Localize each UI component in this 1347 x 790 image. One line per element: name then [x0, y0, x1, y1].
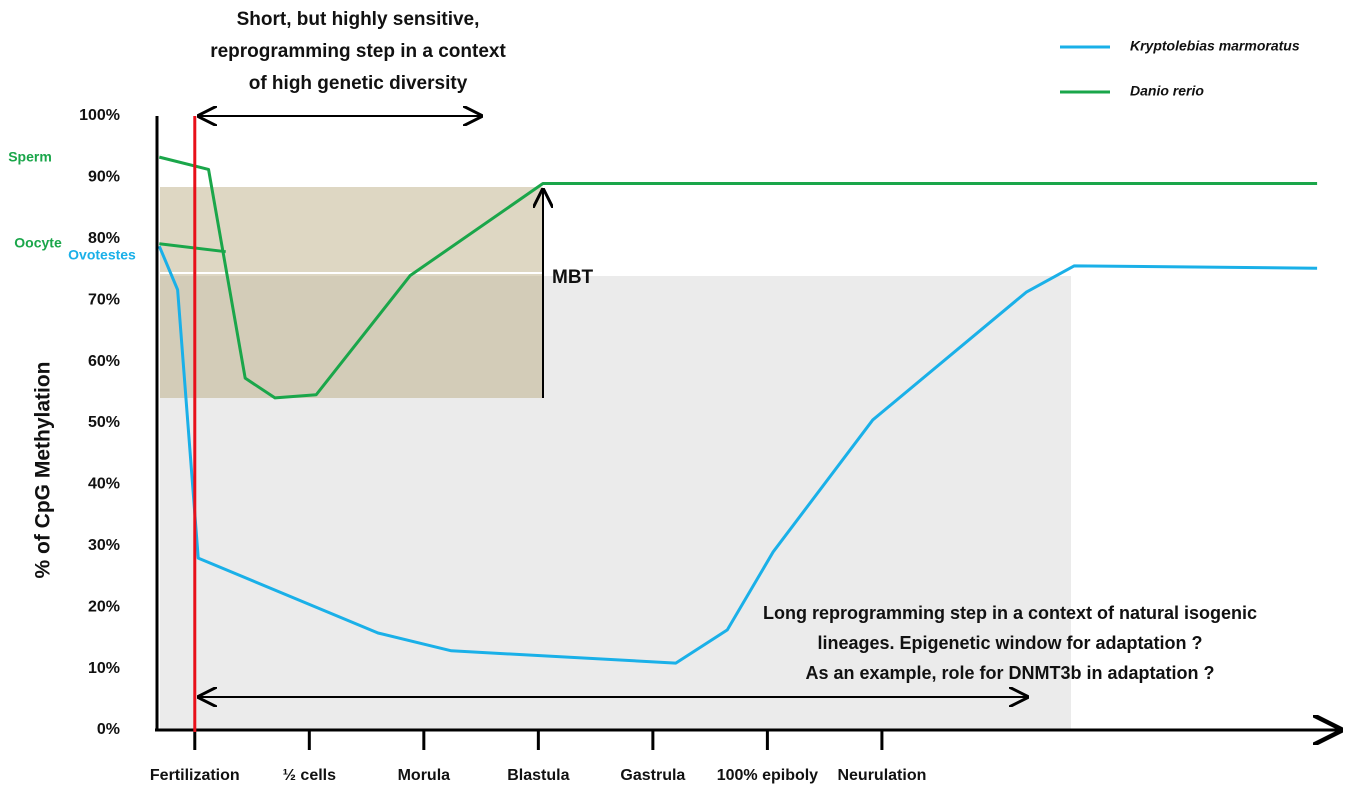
y-tick-label: 0% — [97, 721, 120, 738]
note-line: Long reprogramming step in a context of … — [763, 603, 1257, 623]
x-tick-label: Blastula — [507, 767, 569, 784]
y-tick-label: 30% — [88, 537, 120, 554]
series-line — [158, 155, 1318, 400]
note-line: As an example, role for DNMT3b in adapta… — [805, 663, 1214, 683]
legend-label: Kryptolebias marmoratus — [1130, 38, 1300, 54]
y-tick-label: 100% — [79, 107, 120, 124]
ovotestes-label: Ovotestes — [68, 247, 136, 263]
x-tick-label: Morula — [398, 767, 451, 784]
title-line: Short, but highly sensitive, — [237, 9, 480, 30]
legend-label: Danio rerio — [1130, 83, 1204, 99]
title-line: of high genetic diversity — [249, 73, 468, 94]
y-tick-label: 50% — [88, 414, 120, 431]
y-tick-label: 10% — [88, 660, 120, 677]
shaded-regions — [160, 187, 1071, 730]
x-tick-label: Gastrula — [620, 767, 685, 784]
y-tick-label: 40% — [88, 476, 120, 493]
x-tick-label: 100% epiboly — [717, 767, 818, 784]
x-tick-label: Fertilization — [150, 767, 240, 784]
short-window — [160, 187, 543, 398]
long-window — [160, 276, 1071, 730]
y-tick-label: 90% — [88, 169, 120, 186]
sperm-label: Sperm — [8, 149, 52, 165]
title: Short, but highly sensitive, reprogrammin… — [210, 9, 506, 94]
note-line: lineages. Epigenetic window for adaptati… — [817, 633, 1202, 653]
y-tick-label: 80% — [88, 230, 120, 247]
y-tick-label: 20% — [88, 598, 120, 615]
oocyte-label: Oocyte — [14, 235, 62, 251]
x-tick-label: Neurulation — [837, 767, 926, 784]
x-tick-label: ½ cells — [283, 767, 336, 784]
mbt-label: MBT — [552, 267, 594, 288]
y-axis-label: % of CpG Methylation — [32, 362, 55, 579]
title-line: reprogramming step in a context — [210, 41, 506, 62]
y-tick-label: 70% — [88, 291, 120, 308]
note: Long reprogramming step in a context of … — [763, 603, 1257, 683]
y-tick-label: 60% — [88, 353, 120, 370]
